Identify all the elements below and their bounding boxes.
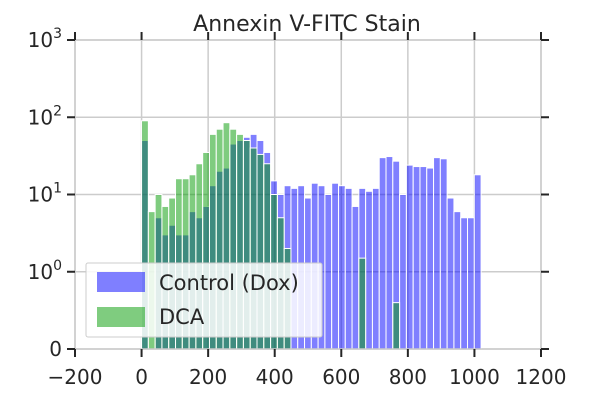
histogram-bar	[378, 157, 387, 350]
y-tick-label: 103	[28, 26, 62, 52]
legend-swatch-control-dox	[97, 272, 145, 292]
histogram-bar	[331, 182, 339, 350]
x-tick-label: 400	[256, 365, 294, 389]
histogram-bar	[473, 174, 482, 350]
x-tick-label: 800	[389, 365, 427, 389]
histogram-bar	[412, 166, 421, 350]
histogram-bar	[351, 205, 360, 350]
y-tick-label: 100	[28, 258, 62, 284]
x-tick-label: −200	[48, 365, 103, 389]
histogram-bar	[385, 156, 394, 350]
y-tick-label: 102	[28, 103, 62, 129]
histogram-bar	[365, 190, 373, 350]
legend-label-control-dox: Control (Dox)	[159, 271, 299, 295]
histogram-bar	[439, 158, 448, 350]
histogram-bar	[392, 302, 401, 350]
y-tick-label: 101	[28, 181, 62, 207]
histogram-bar	[337, 185, 346, 350]
x-tick-label: 1000	[449, 365, 500, 389]
histogram-bar	[405, 164, 414, 350]
x-tick-label: 0	[135, 365, 148, 389]
x-axis-ticks: −200 0 200 400 600 800 1000 1200	[48, 32, 567, 389]
histogram-bar	[358, 257, 367, 350]
histogram-bar	[419, 166, 428, 350]
legend: Control (Dox) DCA	[85, 262, 323, 338]
legend-swatch-dca	[97, 307, 145, 327]
x-tick-label: 200	[189, 365, 227, 389]
x-tick-label: 600	[322, 365, 360, 389]
histogram-bar	[446, 197, 455, 350]
chart-title: Annexin V-FITC Stain	[193, 12, 421, 37]
histogram-bar	[433, 157, 441, 350]
histogram-bar	[371, 187, 380, 350]
y-tick-label: 0	[49, 337, 62, 361]
histogram-bar	[467, 217, 475, 350]
histogram-bar	[460, 217, 469, 350]
histogram-bar	[344, 187, 353, 350]
histogram-bar	[426, 167, 435, 350]
histogram-bar	[399, 194, 407, 350]
histogram-bar	[453, 211, 462, 350]
histogram-bar	[324, 194, 333, 350]
x-tick-label: 1200	[516, 365, 567, 389]
y-axis-ticks: 0 100 101 102 103	[28, 26, 549, 361]
legend-label-dca: DCA	[159, 305, 205, 329]
